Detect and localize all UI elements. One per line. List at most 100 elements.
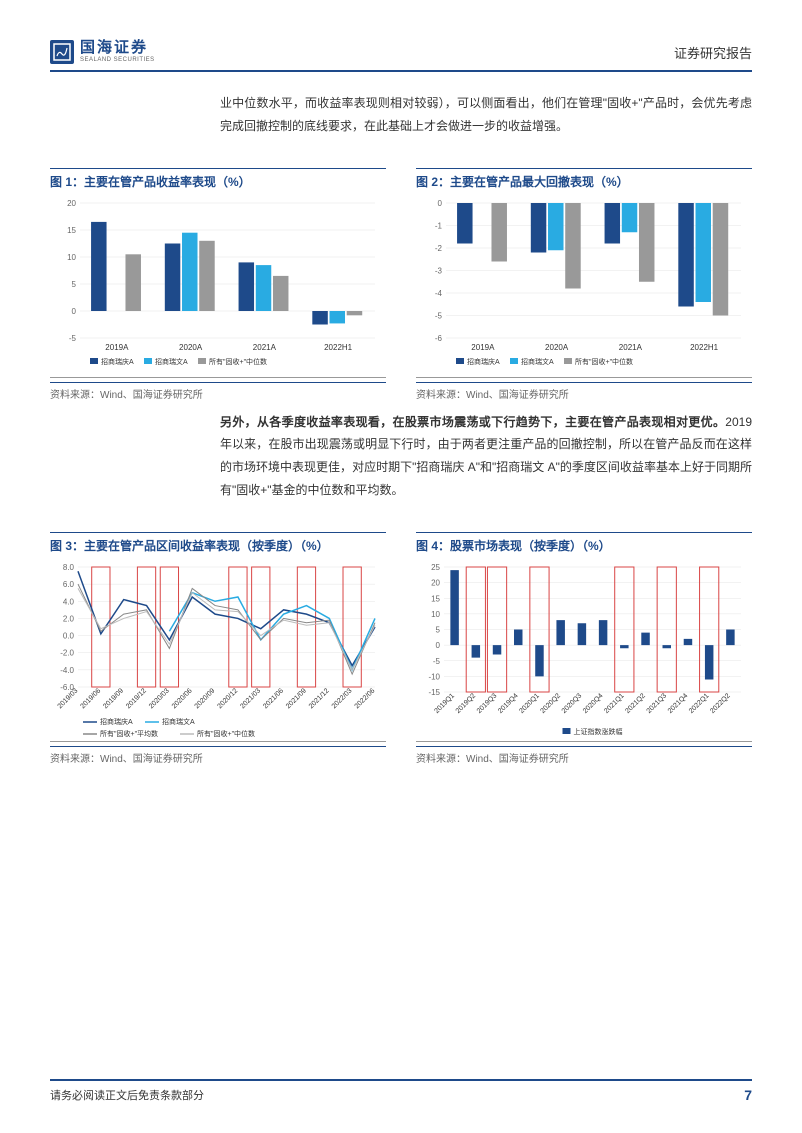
paragraph-2: 另外，从各季度收益率表现看，在股票市场震荡或下行趋势下，主要在管产品表现相对更优… [220,411,752,502]
chart-1-area: -5 0 5 10 15 20 2019A 2020A 2021A 2022H1 招商瑞庆A 招商瑞文… [50,198,386,378]
svg-text:2020Q3: 2020Q3 [561,692,584,715]
svg-text:5: 5 [72,280,77,289]
svg-text:0.0: 0.0 [63,631,75,640]
svg-text:2021/09: 2021/09 [285,687,308,710]
svg-text:2020/03: 2020/03 [148,687,171,710]
chart-3-block: 图 3：主要在管产品区间收益率表现（按季度）（%） -6.0-4.0-2.00.… [50,532,386,765]
svg-text:-4.0: -4.0 [60,666,74,675]
svg-text:-5: -5 [433,657,441,666]
svg-text:2020Q4: 2020Q4 [582,692,605,715]
svg-text:2021Q3: 2021Q3 [646,692,669,715]
svg-text:招商瑞庆A: 招商瑞庆A [100,717,133,726]
svg-text:2020A: 2020A [179,343,203,352]
footer-left: 请务必阅读正文后免责条款部分 [50,1087,204,1103]
charts-row-2: 图 3：主要在管产品区间收益率表现（按季度）（%） -6.0-4.0-2.00.… [50,532,752,765]
svg-text:2021Q1: 2021Q1 [603,692,626,715]
svg-text:20: 20 [67,199,76,208]
sealand-logo-icon [50,40,74,64]
svg-text:所有"固收+"平均数: 所有"固收+"平均数 [100,729,158,738]
svg-text:2020A: 2020A [545,343,569,352]
chart-4-source: 资料来源：Wind、国海证券研究所 [416,746,752,765]
chart-4-block: 图 4：股票市场表现（按季度）（%） -15 -10 -5 0 5 10 15 20 25 201… [416,532,752,765]
svg-text:2019A: 2019A [105,343,129,352]
svg-text:-1: -1 [435,221,443,230]
svg-text:20: 20 [431,578,440,587]
svg-text:2021Q4: 2021Q4 [667,692,690,715]
chart-2-block: 图 2：主要在管产品最大回撤表现（%） -6 -5 -4 -3 -2 -1 0 2019A 20… [416,168,752,401]
svg-text:-4: -4 [435,289,443,298]
chart-1-source: 资料来源：Wind、国海证券研究所 [50,382,386,401]
charts-row-1: 图 1：主要在管产品收益率表现（%） -5 0 5 10 15 20 2019A 2020A 2… [50,168,752,401]
chart-2-title: 图 2：主要在管产品最大回撤表现（%） [416,168,752,190]
svg-text:所有"固收+"中位数: 所有"固收+"中位数 [575,357,633,366]
svg-text:所有"固收+"中位数: 所有"固收+"中位数 [209,357,267,366]
svg-text:2019/06: 2019/06 [79,687,102,710]
svg-text:2022Q1: 2022Q1 [688,692,711,715]
svg-text:2021Q2: 2021Q2 [624,692,647,715]
svg-text:2021A: 2021A [253,343,277,352]
svg-text:2.0: 2.0 [63,614,75,623]
svg-text:0: 0 [72,307,77,316]
paragraph-1: 业中位数水平，而收益率表现则相对较弱），可以侧面看出，他们在管理"固收+"产品时… [220,92,752,138]
logo-cn-text: 国海证券 [80,40,155,57]
paragraph-2-bold: 另外，从各季度收益率表现看，在股票市场震荡或下行趋势下，主要在管产品表现相对更优… [220,415,725,429]
svg-text:10: 10 [67,253,76,262]
svg-text:4.0: 4.0 [63,597,75,606]
svg-text:2021A: 2021A [619,343,643,352]
svg-text:8.0: 8.0 [63,563,75,572]
logo-block: 国海证券 SEALAND SECURITIES [50,40,155,64]
svg-text:2022/03: 2022/03 [331,687,354,710]
svg-text:招商瑞庆A: 招商瑞庆A [101,357,134,366]
chart-3-area: -6.0-4.0-2.00.02.04.06.08.02019/032019/0… [50,562,386,742]
svg-text:2020/06: 2020/06 [171,687,194,710]
svg-text:2019/09: 2019/09 [102,687,125,710]
svg-text:2020Q2: 2020Q2 [540,692,563,715]
svg-text:招商瑞庆A: 招商瑞庆A [467,357,500,366]
svg-text:2022Q2: 2022Q2 [709,692,732,715]
chart-1-block: 图 1：主要在管产品收益率表现（%） -5 0 5 10 15 20 2019A 2020A 2… [50,168,386,401]
svg-text:-15: -15 [428,688,440,697]
svg-text:6.0: 6.0 [63,580,75,589]
svg-text:2021/06: 2021/06 [262,687,285,710]
chart-4-area: -15-10-505101520252019Q12019Q22019Q32019… [416,562,752,742]
header-right-text: 证券研究报告 [674,43,752,62]
svg-text:招商瑞文A: 招商瑞文A [155,357,188,366]
svg-text:所有"固收+"中位数: 所有"固收+"中位数 [197,729,255,738]
page-footer: 请务必阅读正文后免责条款部分 7 [50,1079,752,1103]
svg-text:2019Q2: 2019Q2 [455,692,478,715]
svg-text:-5: -5 [435,311,443,320]
chart-4-title: 图 4：股票市场表现（按季度）（%） [416,532,752,554]
svg-text:-2.0: -2.0 [60,648,74,657]
svg-text:上证指数涨跌幅: 上证指数涨跌幅 [574,727,623,736]
svg-text:2019/12: 2019/12 [125,687,148,710]
svg-text:-6: -6 [435,334,443,343]
svg-text:25: 25 [431,563,440,572]
logo-en-text: SEALAND SECURITIES [80,57,155,64]
svg-text:-5: -5 [69,334,77,343]
svg-text:2019Q3: 2019Q3 [476,692,499,715]
svg-text:2019Q4: 2019Q4 [497,692,520,715]
svg-text:2022H1: 2022H1 [324,343,353,352]
svg-text:2019A: 2019A [471,343,495,352]
svg-text:2020/09: 2020/09 [194,687,217,710]
chart-1-title: 图 1：主要在管产品收益率表现（%） [50,168,386,190]
svg-text:2020Q1: 2020Q1 [518,692,541,715]
svg-text:15: 15 [67,226,76,235]
svg-text:15: 15 [431,594,440,603]
svg-text:0: 0 [438,199,443,208]
svg-text:5: 5 [436,625,441,634]
chart-3-source: 资料来源：Wind、国海证券研究所 [50,746,386,765]
svg-text:招商瑞文A: 招商瑞文A [521,357,554,366]
svg-text:-10: -10 [428,672,440,681]
svg-text:10: 10 [431,610,440,619]
svg-text:0: 0 [436,641,441,650]
svg-text:-2: -2 [435,244,443,253]
page-header: 国海证券 SEALAND SECURITIES 证券研究报告 [50,40,752,72]
svg-text:2021/03: 2021/03 [239,687,262,710]
svg-text:2021/12: 2021/12 [308,687,331,710]
svg-text:2022/06: 2022/06 [354,687,377,710]
svg-text:2020/12: 2020/12 [216,687,239,710]
chart-3-title: 图 3：主要在管产品区间收益率表现（按季度）（%） [50,532,386,554]
svg-text:-3: -3 [435,266,443,275]
chart-2-source: 资料来源：Wind、国海证券研究所 [416,382,752,401]
